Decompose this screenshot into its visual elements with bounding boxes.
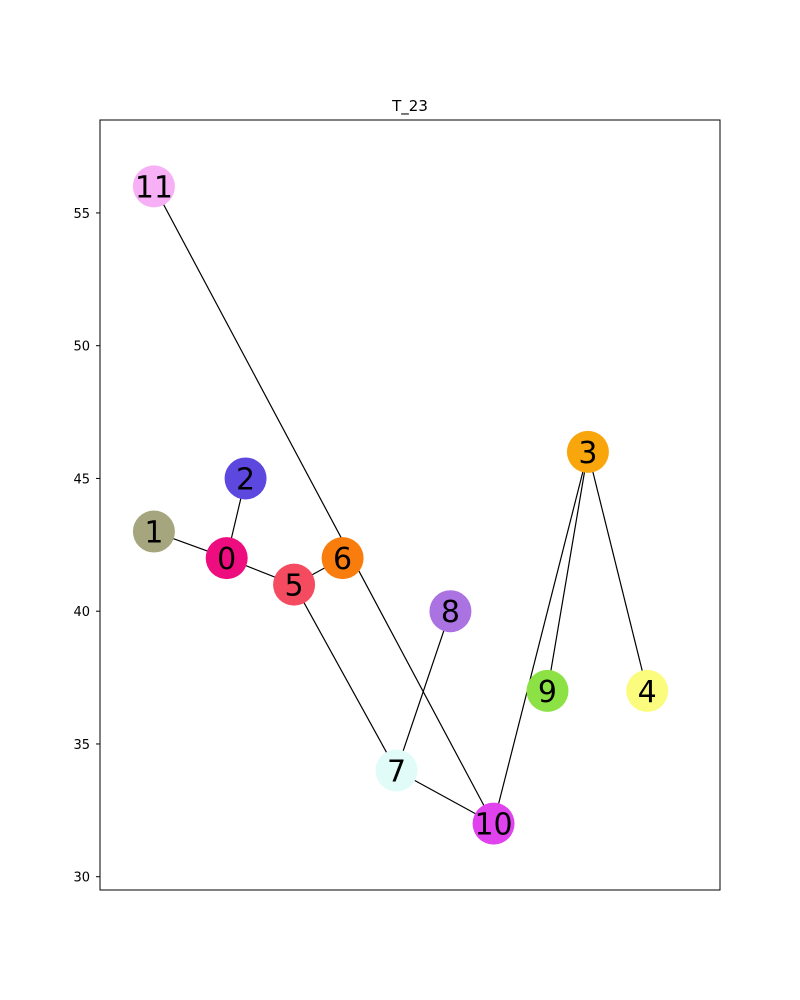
node-3: 3 xyxy=(566,430,609,473)
node-8: 8 xyxy=(429,590,472,633)
node-label-1: 1 xyxy=(144,516,163,551)
node-label-5: 5 xyxy=(285,569,304,604)
y-tick-label-55: 55 xyxy=(73,207,90,222)
edge-5-7 xyxy=(293,584,398,771)
node-label-0: 0 xyxy=(217,542,236,577)
edge-10-3 xyxy=(492,451,589,824)
node-label-3: 3 xyxy=(578,436,597,471)
node-circle-11 xyxy=(132,165,175,208)
node-5: 5 xyxy=(273,563,316,606)
y-tick-label-45: 45 xyxy=(73,472,90,487)
node-label-2: 2 xyxy=(236,462,255,497)
node-label-7: 7 xyxy=(387,755,406,790)
plot-frame xyxy=(99,119,721,891)
node-circle-5 xyxy=(273,563,316,606)
node-6: 6 xyxy=(321,537,364,580)
edge-3-4 xyxy=(587,451,648,692)
edges-layer xyxy=(153,186,648,825)
node-11: 11 xyxy=(132,165,175,208)
node-circle-2 xyxy=(224,457,267,500)
node-9: 9 xyxy=(526,669,569,712)
node-circle-1 xyxy=(132,510,175,553)
node-0: 0 xyxy=(205,537,248,580)
node-label-9: 9 xyxy=(538,675,557,710)
edge-11-10 xyxy=(153,186,495,824)
y-tick-label-50: 50 xyxy=(73,340,90,355)
node-label-6: 6 xyxy=(333,542,352,577)
edge-3-9 xyxy=(546,451,589,691)
node-circle-0 xyxy=(205,537,248,580)
y-tick-label-30: 30 xyxy=(73,871,90,886)
node-circle-3 xyxy=(566,430,609,473)
y-tick-label-40: 40 xyxy=(73,605,90,620)
node-circle-8 xyxy=(429,590,472,633)
y-tick-label-35: 35 xyxy=(73,738,90,753)
node-label-8: 8 xyxy=(441,595,460,630)
node-10: 10 xyxy=(472,802,515,845)
node-circle-10 xyxy=(472,802,515,845)
node-1: 1 xyxy=(132,510,175,553)
nodes-layer: 0 1 2 3 4 56 7 8 9 10 11 xyxy=(132,165,669,845)
node-circle-9 xyxy=(526,669,569,712)
node-7: 7 xyxy=(375,749,418,792)
node-circle-4 xyxy=(626,669,669,712)
node-label-11: 11 xyxy=(135,170,173,205)
node-2: 2 xyxy=(224,457,267,500)
node-circle-7 xyxy=(375,749,418,792)
node-label-10: 10 xyxy=(474,808,512,843)
node-4: 4 xyxy=(626,669,669,712)
y-axis-ticks: 30 35 40 45 50 55 xyxy=(73,207,100,886)
node-circle-6 xyxy=(321,537,364,580)
chart-title: T_23 xyxy=(391,97,428,116)
node-label-4: 4 xyxy=(638,675,657,710)
